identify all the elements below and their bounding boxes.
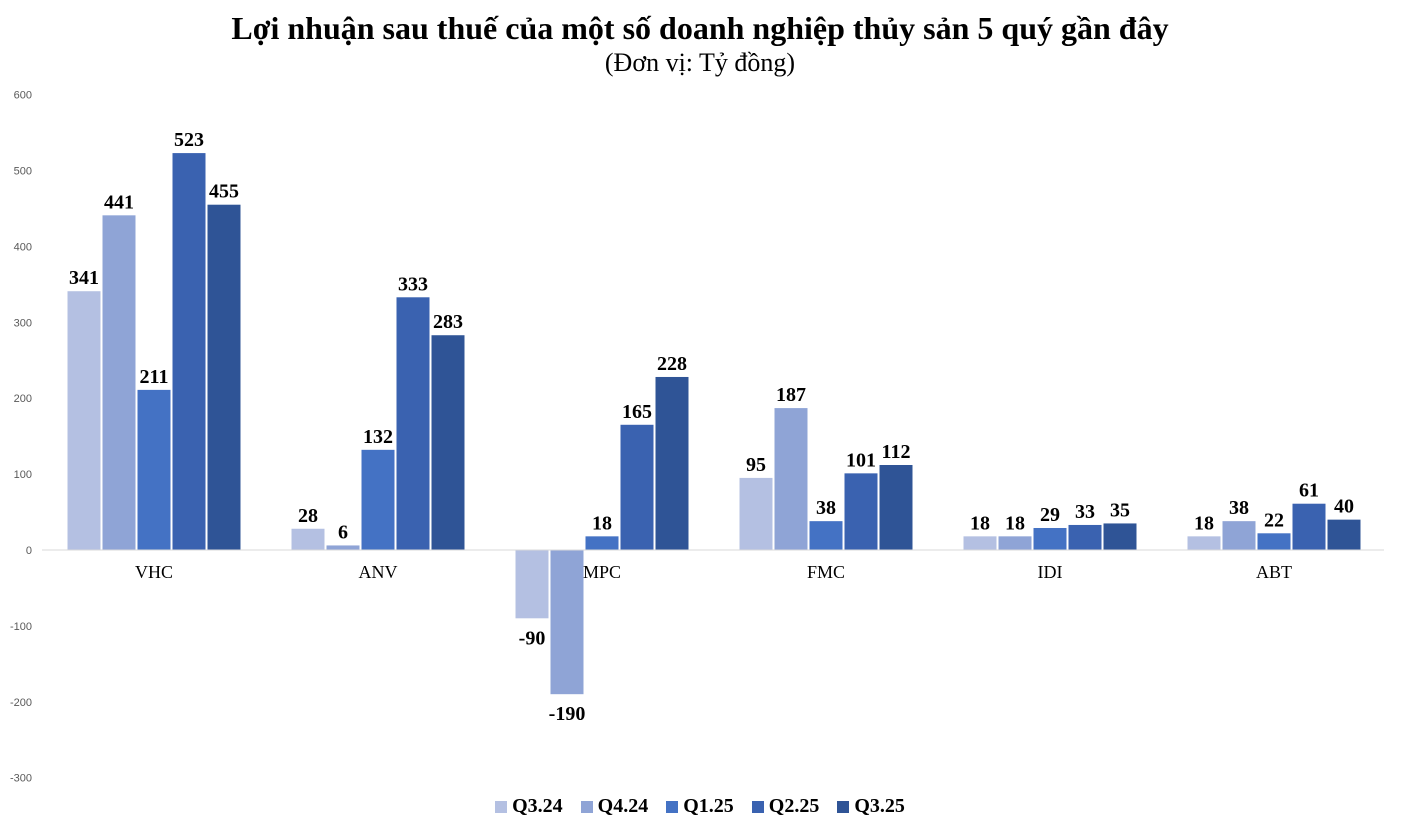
data-label: 101 — [846, 449, 876, 471]
legend-label: Q1.25 — [683, 795, 734, 817]
bar-mpc-q1-25 — [585, 536, 619, 550]
y-tick-label: 0 — [26, 545, 32, 557]
bar-mpc-q2-25 — [620, 424, 654, 550]
legend-item: Q2.25 — [751, 795, 820, 818]
bar-mpc-q4-24 — [550, 550, 584, 695]
legend-item: Q4.24 — [580, 795, 649, 818]
bar-abt-q4-24 — [1222, 521, 1256, 550]
legend-swatch — [837, 800, 850, 813]
bar-vhc-q3-24 — [67, 291, 101, 550]
bar-fmc-q3-25 — [879, 465, 913, 550]
category-labels: VHC ANV MPC FMC IDI ABT — [135, 562, 1292, 582]
data-label: 38 — [816, 497, 836, 519]
bar-anv-q1-25 — [361, 449, 395, 550]
bar-vhc-q1-25 — [137, 389, 171, 550]
bar-anv-q4-24 — [326, 545, 360, 550]
legend-swatch — [580, 800, 593, 813]
bar-fmc-q1-25 — [809, 521, 843, 550]
bar-vhc-q2-25 — [172, 153, 206, 550]
bars — [67, 153, 1361, 695]
data-label: 6 — [338, 521, 348, 543]
bar-idi-q3-25 — [1103, 523, 1137, 550]
data-label: 333 — [398, 273, 428, 295]
bar-idi-q3-24 — [963, 536, 997, 550]
data-label: 341 — [69, 267, 99, 289]
bar-abt-q3-24 — [1187, 536, 1221, 550]
data-label: 61 — [1299, 480, 1319, 502]
data-label: 22 — [1264, 509, 1284, 531]
category-label-fmc: FMC — [807, 562, 845, 582]
data-label: 40 — [1334, 496, 1354, 518]
y-tick-label: 200 — [14, 393, 32, 405]
y-tick-label: 400 — [14, 241, 32, 253]
data-label: 283 — [433, 311, 463, 333]
data-label: 211 — [140, 366, 169, 388]
legend-item: Q1.25 — [666, 795, 734, 818]
y-axis-ticks: 600 500 400 300 200 100 0 -100 -200 -300 — [10, 90, 32, 785]
legend-swatch — [751, 800, 764, 813]
bar-fmc-q4-24 — [774, 408, 808, 550]
bar-fmc-q2-25 — [844, 473, 878, 550]
data-label: 35 — [1110, 499, 1130, 521]
data-label: 29 — [1040, 504, 1060, 526]
category-label-abt: ABT — [1256, 562, 1292, 582]
data-label: 18 — [592, 512, 612, 534]
data-label: 33 — [1075, 501, 1095, 523]
legend-label: Q3.24 — [512, 795, 563, 817]
bar-anv-q2-25 — [396, 297, 430, 550]
data-label: 441 — [104, 191, 134, 213]
y-tick-label: 500 — [14, 166, 32, 178]
bar-vhc-q4-24 — [102, 215, 136, 550]
category-label-idi: IDI — [1038, 562, 1063, 582]
y-tick-label: -300 — [10, 773, 32, 785]
legend: Q3.24 Q4.24 Q1.25 Q2.25 Q3.25 — [0, 795, 1400, 818]
bar-anv-q3-24 — [291, 528, 325, 550]
data-label: 523 — [174, 129, 204, 151]
legend-swatch — [666, 800, 679, 813]
legend-label: Q2.25 — [768, 795, 820, 817]
data-label: -90 — [519, 627, 546, 649]
y-tick-label: -100 — [10, 621, 32, 633]
legend-label: Q4.24 — [597, 795, 649, 817]
bar-mpc-q3-25 — [655, 376, 689, 550]
category-label-anv: ANV — [359, 562, 398, 582]
bar-abt-q2-25 — [1292, 503, 1326, 550]
data-label: 165 — [622, 401, 652, 423]
legend-item: Q3.24 — [495, 795, 563, 818]
data-label: 38 — [1229, 497, 1249, 519]
bar-vhc-q3-25 — [207, 204, 241, 550]
bar-idi-q4-24 — [998, 536, 1032, 550]
data-label: 132 — [363, 426, 393, 448]
data-label: 28 — [298, 505, 318, 527]
bar-anv-q3-25 — [431, 335, 465, 550]
data-label: 18 — [970, 512, 990, 534]
y-tick-label: -200 — [10, 697, 32, 709]
bar-fmc-q3-24 — [739, 477, 773, 550]
data-label: 18 — [1194, 512, 1214, 534]
data-label: 112 — [882, 441, 911, 463]
data-label: -190 — [549, 703, 586, 725]
bar-chart: 600 500 400 300 200 100 0 -100 -200 -300 VHC ANV MP… — [10, 90, 1384, 785]
y-tick-label: 600 — [14, 90, 32, 102]
legend-swatch — [495, 800, 508, 813]
data-label: 95 — [746, 454, 766, 476]
data-label: 18 — [1005, 512, 1025, 534]
data-label: 228 — [657, 353, 687, 375]
y-tick-label: 300 — [14, 317, 32, 329]
legend-item: Q3.25 — [837, 795, 905, 818]
bar-abt-q1-25 — [1257, 533, 1291, 550]
category-label-mpc: MPC — [583, 562, 621, 582]
data-label: 187 — [776, 384, 806, 406]
legend-label: Q3.25 — [854, 795, 905, 817]
bar-mpc-q3-24 — [515, 550, 549, 619]
bar-idi-q1-25 — [1033, 527, 1067, 550]
chart-title: Lợi nhuận sau thuế của một số doanh nghi… — [231, 10, 1169, 46]
data-label: 455 — [209, 181, 239, 203]
category-label-vhc: VHC — [135, 562, 173, 582]
y-tick-label: 100 — [14, 469, 32, 481]
bar-idi-q2-25 — [1068, 524, 1102, 550]
bar-abt-q3-25 — [1327, 519, 1361, 550]
chart-subtitle: (Đơn vị: Tỷ đồng) — [604, 48, 796, 77]
